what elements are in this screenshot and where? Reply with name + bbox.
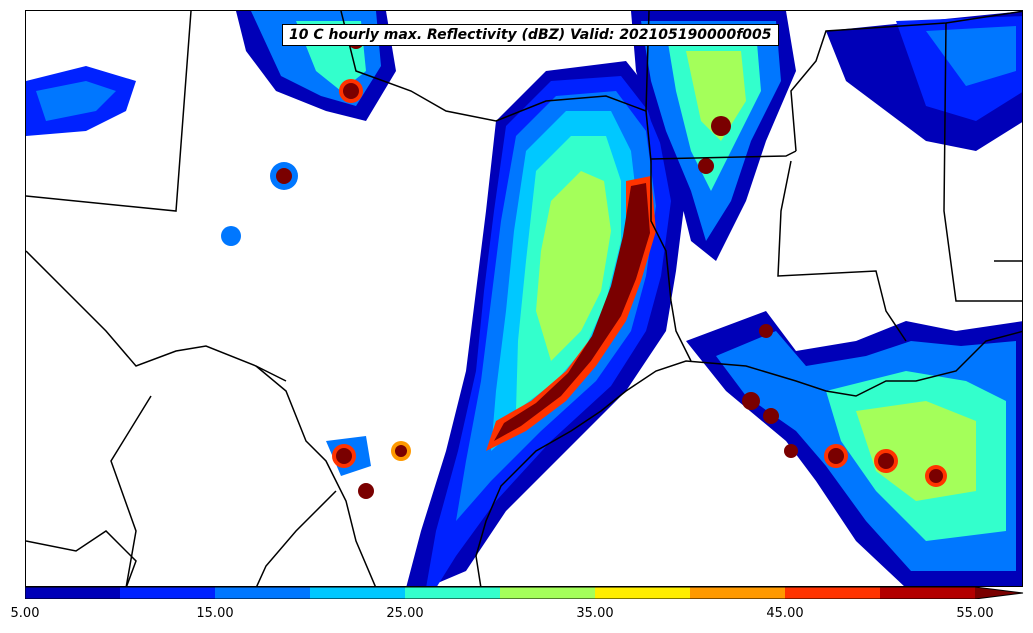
state-borders — [26, 11, 1022, 586]
colorbar-tick-label: 55.00 — [956, 606, 994, 621]
main-band-green — [536, 171, 611, 361]
colorbar-tick-label: 15.00 — [196, 606, 234, 621]
colorbar-segment — [690, 587, 785, 599]
border-line — [256, 490, 337, 586]
border-line — [26, 11, 192, 212]
border-line — [943, 22, 1022, 302]
colorbar-segment — [120, 587, 215, 599]
reflectivity-field — [26, 11, 1022, 586]
colorbar-segment — [500, 587, 595, 599]
border-line — [26, 250, 287, 382]
map-title: 10 C hourly max. Reflectivity (dBZ) Vali… — [282, 24, 779, 46]
border-line — [645, 110, 692, 362]
border-line — [255, 365, 376, 586]
colorbar-segment — [310, 587, 405, 599]
coastline — [475, 330, 1022, 586]
border-line — [650, 150, 797, 160]
colorbar-segment — [880, 587, 975, 599]
colorbar-tick-label: 35.00 — [576, 606, 614, 621]
border-line — [340, 11, 650, 122]
border-line — [790, 11, 1022, 152]
colorbar-segment — [25, 587, 120, 599]
colorbar-outline — [25, 587, 1024, 599]
colorbar-segment — [405, 587, 500, 599]
colorbar-segment — [215, 587, 310, 599]
border-line — [777, 160, 907, 342]
reflectivity-map — [26, 11, 1022, 586]
colorbar-segment — [785, 587, 880, 599]
colorbar-tick-label: 25.00 — [386, 606, 424, 621]
border-line — [26, 530, 137, 586]
colorbar-segment — [595, 587, 690, 599]
border-line — [110, 395, 152, 586]
main-band-core-dark — [494, 183, 650, 441]
colorbar-tick-label: 5.00 — [10, 606, 40, 621]
colorbar-extend-arrow — [975, 587, 1023, 599]
map-panel: 10 C hourly max. Reflectivity (dBZ) Vali… — [25, 10, 1023, 587]
colorbar-tick-label: 45.00 — [766, 606, 804, 621]
colorbar — [25, 587, 1024, 599]
